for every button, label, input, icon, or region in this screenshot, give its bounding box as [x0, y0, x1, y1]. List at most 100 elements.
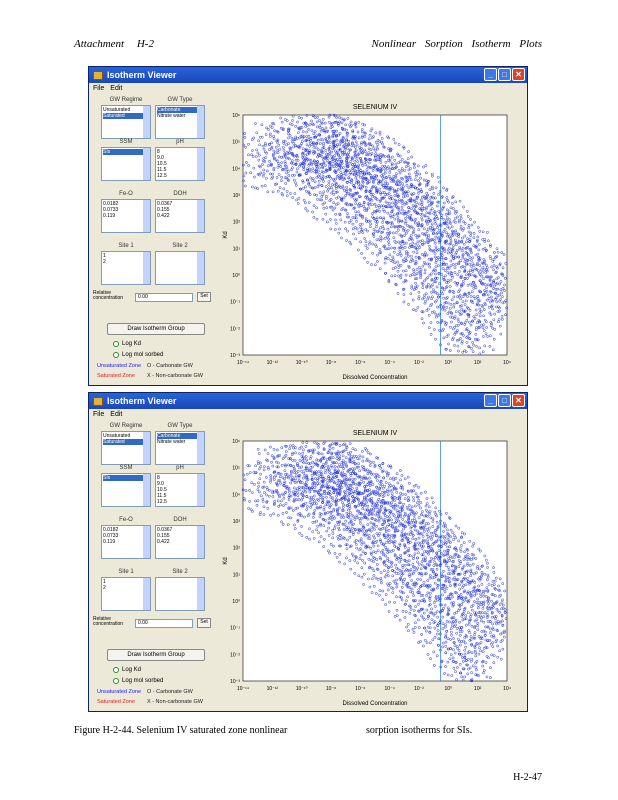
- list-item[interactable]: 12.5: [157, 499, 167, 505]
- list-item[interactable]: Unsaturated: [103, 107, 131, 113]
- list-item[interactable]: 0.119: [103, 539, 116, 545]
- scrollbar[interactable]: [197, 148, 204, 180]
- list-item[interactable]: 0.155: [157, 533, 170, 539]
- data-point: [407, 553, 411, 557]
- draw-isotherm-button[interactable]: Draw Isotherm Group: [107, 323, 205, 335]
- set-button[interactable]: Set: [197, 292, 211, 302]
- listbox-fe[interactable]: 0.0182 0.0733 0.119: [101, 199, 151, 233]
- minimize-button[interactable]: _: [484, 394, 497, 407]
- list-item[interactable]: Saturated: [103, 113, 149, 119]
- list-item[interactable]: 12.5: [157, 173, 167, 179]
- minimize-button[interactable]: _: [484, 68, 497, 81]
- menu-edit[interactable]: Edit: [110, 411, 123, 418]
- data-point: [361, 170, 365, 174]
- scrollbar[interactable]: [197, 252, 204, 284]
- data-point: [440, 233, 444, 237]
- scrollbar[interactable]: [197, 432, 204, 464]
- draw-isotherm-button[interactable]: Draw Isotherm Group: [107, 649, 205, 661]
- maximize-button[interactable]: □: [498, 68, 511, 81]
- listbox-ph[interactable]: 8 9.0 10.5 11.5 12.5: [155, 147, 205, 181]
- list-item[interactable]: SIs: [103, 475, 149, 481]
- scrollbar[interactable]: [143, 200, 150, 232]
- list-item[interactable]: Nitrate water: [157, 439, 186, 445]
- scrollbar[interactable]: [197, 578, 204, 610]
- concentration-dropdown[interactable]: 0.00: [135, 293, 193, 302]
- scrollbar[interactable]: [143, 106, 150, 138]
- menu-file[interactable]: File: [93, 411, 105, 418]
- close-button[interactable]: ✕: [512, 394, 525, 407]
- scrollbar[interactable]: [197, 526, 204, 558]
- scrollbar[interactable]: [143, 148, 150, 180]
- list-item[interactable]: Nitrate water: [157, 113, 186, 119]
- list-item[interactable]: 9.0: [157, 155, 164, 161]
- scrollbar[interactable]: [197, 200, 204, 232]
- list-item[interactable]: 10.5: [157, 161, 167, 167]
- concentration-dropdown[interactable]: 0.00: [135, 619, 193, 628]
- list-item[interactable]: 0.422: [157, 213, 170, 219]
- list-item[interactable]: 0.0367: [157, 527, 173, 533]
- data-point: [301, 153, 304, 156]
- listbox-site2[interactable]: [155, 577, 205, 611]
- data-point: [275, 490, 279, 493]
- close-button[interactable]: ✕: [512, 68, 525, 81]
- listbox-gw-regime[interactable]: Unsaturated Saturated: [101, 105, 151, 139]
- list-item[interactable]: 0.0733: [103, 207, 119, 213]
- list-item[interactable]: 0.155: [157, 207, 170, 213]
- list-item[interactable]: 0.0182: [103, 527, 119, 533]
- list-item[interactable]: 0.0367: [157, 201, 173, 207]
- listbox-gw-type[interactable]: Carbonate Nitrate water: [155, 105, 205, 139]
- scrollbar[interactable]: [143, 252, 150, 284]
- list-item[interactable]: Saturated: [103, 439, 149, 445]
- radio-log-mol-sorbed[interactable]: Log mol sorbed: [113, 678, 163, 684]
- list-item[interactable]: SIs: [103, 149, 149, 155]
- scrollbar[interactable]: [197, 106, 204, 138]
- list-item[interactable]: 0.0182: [103, 201, 119, 207]
- data-point: [413, 581, 416, 585]
- scrollbar[interactable]: [143, 578, 150, 610]
- list-item[interactable]: 8: [157, 149, 160, 155]
- list-item[interactable]: 10.5: [157, 487, 167, 493]
- list-item[interactable]: 0.422: [157, 539, 170, 545]
- data-point: [423, 514, 427, 518]
- list-item[interactable]: 11.5: [157, 493, 167, 499]
- list-item[interactable]: 0.0733: [103, 533, 119, 539]
- scrollbar[interactable]: [143, 526, 150, 558]
- data-point: [399, 506, 402, 510]
- listbox-gw-regime[interactable]: Unsaturated Saturated: [101, 431, 151, 465]
- data-point: [350, 192, 354, 196]
- scrollbar[interactable]: [143, 432, 150, 464]
- maximize-button[interactable]: □: [498, 394, 511, 407]
- list-item[interactable]: 2: [103, 259, 106, 265]
- listbox-site2[interactable]: [155, 251, 205, 285]
- scrollbar[interactable]: [197, 474, 204, 506]
- list-item[interactable]: Carbonate: [157, 433, 203, 439]
- list-item[interactable]: 1: [103, 579, 106, 585]
- list-item[interactable]: 8: [157, 475, 160, 481]
- listbox-gw-type[interactable]: Carbonate Nitrate water: [155, 431, 205, 465]
- list-item[interactable]: Unsaturated: [103, 433, 131, 439]
- radio-log-kd[interactable]: Log Kd: [113, 341, 141, 347]
- listbox-fe[interactable]: 0.0182 0.0733 0.119: [101, 525, 151, 559]
- list-item[interactable]: 2: [103, 585, 106, 591]
- list-item[interactable]: 0.119: [103, 213, 116, 219]
- data-point: [391, 591, 395, 594]
- listbox-ph[interactable]: 8 9.0 10.5 11.5 12.5: [155, 473, 205, 507]
- menu-file[interactable]: File: [93, 85, 105, 92]
- list-item[interactable]: 11.5: [157, 167, 167, 173]
- listbox-doh[interactable]: 0.0367 0.155 0.422: [155, 525, 205, 559]
- menu-edit[interactable]: Edit: [110, 85, 123, 92]
- data-point: [495, 277, 499, 281]
- radio-log-kd[interactable]: Log Kd: [113, 667, 141, 673]
- listbox-doh[interactable]: 0.0367 0.155 0.422: [155, 199, 205, 233]
- data-point: [379, 226, 382, 230]
- list-item[interactable]: 1: [103, 253, 106, 259]
- listbox-ssm[interactable]: SIs: [101, 473, 151, 507]
- listbox-ssm[interactable]: SIs: [101, 147, 151, 181]
- set-button[interactable]: Set: [197, 618, 211, 628]
- radio-log-mol-sorbed[interactable]: Log mol sorbed: [113, 352, 163, 358]
- list-item[interactable]: 9.0: [157, 481, 164, 487]
- list-item[interactable]: Carbonate: [157, 107, 203, 113]
- scrollbar[interactable]: [143, 474, 150, 506]
